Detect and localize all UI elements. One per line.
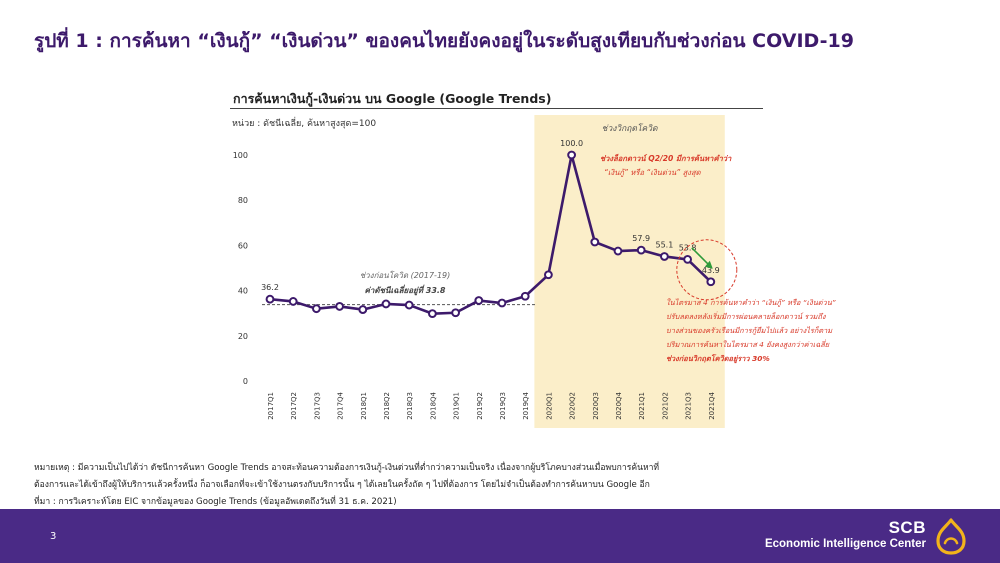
brand-subtitle: Economic Intelligence Center	[764, 538, 926, 550]
x-tick-label: 2017Q4	[337, 391, 345, 419]
data-point	[428, 309, 437, 319]
chart-title-divider	[230, 108, 763, 109]
y-tick-label: 60	[238, 241, 248, 250]
footnote-line-2: ต้องการและได้เข้าถึงผู้ให้บริการแล้วครั้…	[34, 480, 650, 490]
x-tick-label: 2017Q1	[267, 392, 275, 420]
x-tick-label: 2021Q3	[685, 392, 693, 420]
average-label: ค่าดัชนีเฉลี่ยอยู่ที่ 33.8	[365, 284, 446, 296]
chart-unit-label: หน่วย : ดัชนีเฉลี่ย, ค้นหาสูงสุด=100	[232, 119, 377, 129]
y-tick-label: 80	[238, 196, 248, 205]
data-point	[451, 308, 461, 318]
y-tick-label: 20	[238, 332, 248, 341]
x-tick-label: 2018Q1	[360, 392, 368, 420]
lockdown-annotation-line-1: ช่วงล็อกดาวน์ Q2/20 มีการค้นหาคำว่า	[600, 153, 732, 163]
data-point	[636, 245, 646, 255]
highlight-circle	[676, 239, 738, 301]
data-point	[567, 150, 576, 160]
covid-period-shade	[534, 115, 725, 428]
data-point	[265, 294, 275, 304]
data-point	[404, 300, 414, 310]
x-tick-label: 2020Q3	[592, 392, 600, 420]
down-arrow-head	[704, 260, 713, 269]
q4-annotation-line-5: ช่วงก่อนวิกฤตโควิดอยู่ราว 30%	[666, 354, 770, 364]
data-point	[288, 297, 298, 306]
data-point	[381, 299, 391, 309]
data-point	[706, 277, 716, 287]
q4-annotation-line-1: ในไตรมาส 4 การค้นหาคำว่า “เงินกู้” หรือ …	[666, 298, 836, 307]
x-tick-label: 2019Q1	[453, 392, 461, 420]
covid-period-label: ช่วงวิกฤตโควิด	[602, 123, 658, 134]
y-tick-label: 100	[233, 151, 248, 160]
x-tick-label: 2020Q1	[545, 392, 553, 420]
x-tick-label: 2019Q3	[499, 392, 507, 420]
data-point	[520, 291, 530, 301]
data-point	[312, 304, 321, 314]
scb-logo-icon	[936, 518, 966, 555]
data-point	[474, 296, 484, 305]
x-tick-label: 2019Q4	[522, 391, 530, 419]
pre-covid-label: ช่วงก่อนโควิด (2017-19)	[360, 270, 451, 280]
source-note: ที่มา : การวิเคราะห์โดย EIC จากข้อมูลของ…	[34, 497, 397, 507]
page-title: รูปที่ 1 : การค้นหา “เงินกู้” “เงินด่วน”…	[34, 30, 854, 52]
data-label: 53.8	[679, 243, 697, 252]
q4-annotation-line-4: ปริมาณการค้นหาในไตรมาส 4 ยังคงสูงกว่าค่า…	[666, 339, 830, 349]
data-point	[497, 298, 507, 308]
x-tick-label: 2020Q2	[569, 392, 577, 420]
data-point	[590, 237, 600, 247]
x-tick-label: 2018Q4	[429, 391, 437, 419]
data-label: 43.9	[702, 266, 720, 275]
data-point	[683, 255, 692, 264]
x-tick-label: 2021Q4	[708, 391, 716, 419]
x-tick-label: 2020Q4	[615, 391, 623, 419]
footer-bar: 3 SCB Economic Intelligence Center	[0, 509, 1000, 563]
x-tick-label: 2021Q2	[661, 392, 669, 420]
x-tick-label: 2019Q2	[476, 392, 484, 420]
x-tick-label: 2018Q3	[406, 392, 414, 420]
line-chart: ช่วงวิกฤตโควิด 0 20 40 60 80 100 2017Q1 2017Q2 20…	[233, 115, 836, 428]
data-label: 100.0	[560, 139, 583, 148]
x-tick-label: 2017Q2	[290, 392, 298, 420]
data-point	[544, 270, 553, 280]
data-label: 57.9	[632, 234, 650, 243]
chart-title: การค้นหาเงินกู้-เงินด่วน บน Google (Goog…	[233, 91, 552, 106]
q4-annotation-line-3: บางส่วนของครัวเรือนมีการกู้ยืมไปแล้ว อย่…	[666, 326, 833, 335]
data-point	[335, 302, 345, 311]
page-number: 3	[50, 531, 57, 542]
data-point	[358, 305, 368, 314]
data-point	[660, 252, 669, 261]
data-label: 55.1	[655, 240, 673, 249]
x-tick-label: 2018Q2	[383, 392, 391, 420]
data-label: 36.2	[261, 283, 279, 292]
x-tick-label: 2021Q1	[638, 392, 646, 420]
lockdown-annotation-line-2: “เงินกู้” หรือ “เงินด่วน” สูงสุด	[604, 168, 702, 177]
q4-annotation-line-2: ปรับลดลงหลังเริ่มมีการผ่อนคลายล็อกดาวน์ …	[666, 311, 827, 321]
brand-name: SCB	[888, 518, 926, 537]
x-tick-label: 2017Q3	[313, 392, 321, 420]
y-tick-label: 40	[238, 287, 248, 296]
data-point	[613, 246, 623, 256]
footnote-line-1: หมายเหตุ : มีความเป็นไปได้ว่า ดัชนีการค้…	[34, 463, 660, 473]
down-arrow-shaft	[691, 247, 710, 266]
y-tick-label: 0	[243, 377, 248, 386]
